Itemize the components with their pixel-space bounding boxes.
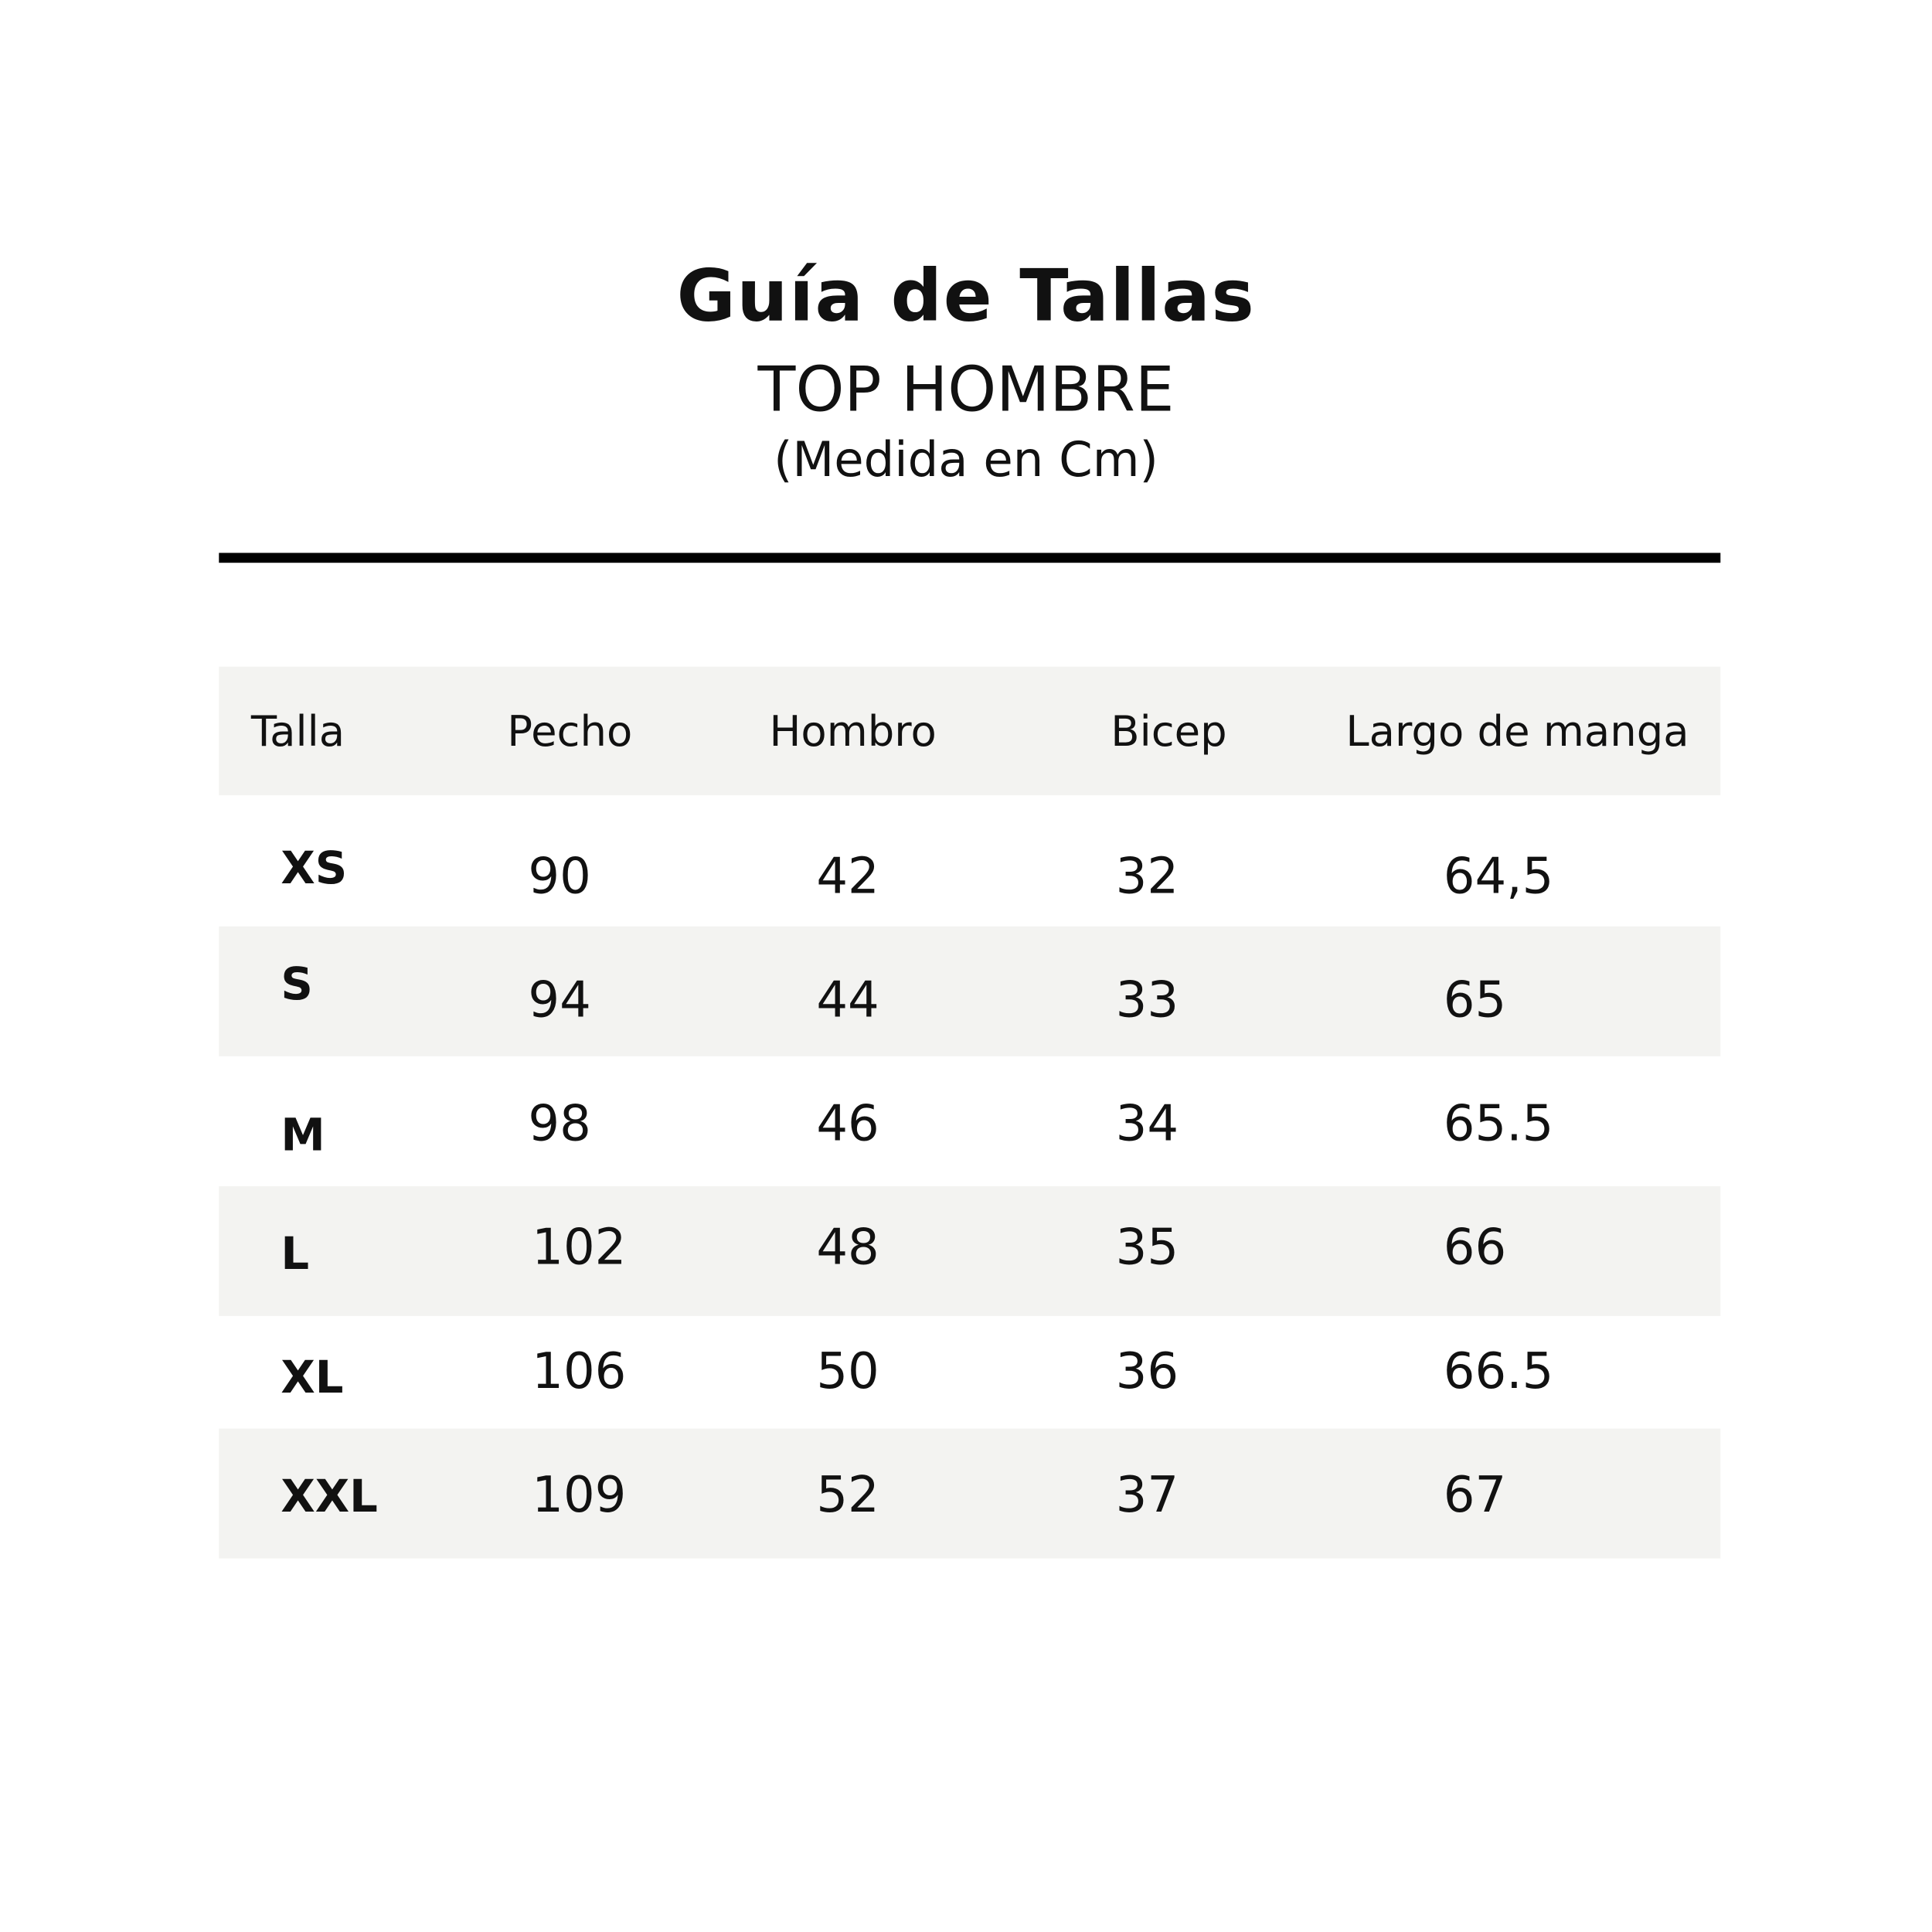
cell-largo-manga: 65.5 (1443, 1096, 1554, 1153)
header-hombro: Hombro (769, 707, 937, 757)
subtitle: TOP HOMBRE (757, 353, 1175, 426)
cell-bicep: 32 (1115, 848, 1179, 906)
cell-pecho: 94 (528, 971, 591, 1029)
cell-largo-manga: 64,5 (1443, 848, 1554, 906)
cell-hombro: 48 (816, 1219, 879, 1277)
cell-largo-manga: 67 (1443, 1467, 1507, 1524)
header-talla: Talla (250, 707, 345, 757)
row-band (219, 1428, 1721, 1559)
cell-size: S (281, 959, 313, 1011)
header-pecho: Pecho (507, 707, 633, 757)
header-bicep: Bicep (1111, 707, 1227, 757)
cell-pecho: 98 (528, 1096, 591, 1153)
header-largo-manga: Largo de manga (1345, 707, 1689, 757)
units-note: (Medida en Cm) (774, 433, 1158, 489)
cell-bicep: 34 (1115, 1096, 1179, 1153)
cell-size: XL (281, 1352, 344, 1404)
cell-largo-manga: 66 (1443, 1219, 1507, 1277)
row-band (219, 1185, 1721, 1316)
cell-largo-manga: 66.5 (1443, 1343, 1554, 1400)
cell-pecho: 90 (528, 848, 591, 906)
table-header-row (219, 666, 1721, 796)
cell-bicep: 37 (1115, 1467, 1179, 1524)
cell-pecho: 102 (532, 1219, 627, 1277)
cell-bicep: 33 (1115, 971, 1179, 1029)
page-title: Guía de Tallas (676, 253, 1256, 338)
cell-bicep: 36 (1115, 1343, 1179, 1400)
cell-size: XXL (281, 1471, 378, 1523)
cell-size: L (281, 1229, 310, 1281)
divider (219, 553, 1721, 563)
cell-bicep: 35 (1115, 1219, 1179, 1277)
cell-pecho: 106 (532, 1343, 627, 1400)
cell-hombro: 42 (816, 848, 879, 906)
cell-hombro: 50 (816, 1343, 879, 1400)
cell-hombro: 52 (816, 1467, 879, 1524)
cell-pecho: 109 (532, 1467, 627, 1524)
cell-size: M (281, 1111, 325, 1162)
cell-size: XS (281, 843, 348, 895)
cell-hombro: 46 (816, 1096, 879, 1153)
cell-largo-manga: 65 (1443, 971, 1507, 1029)
row-band (219, 926, 1721, 1056)
cell-hombro: 44 (816, 971, 879, 1029)
